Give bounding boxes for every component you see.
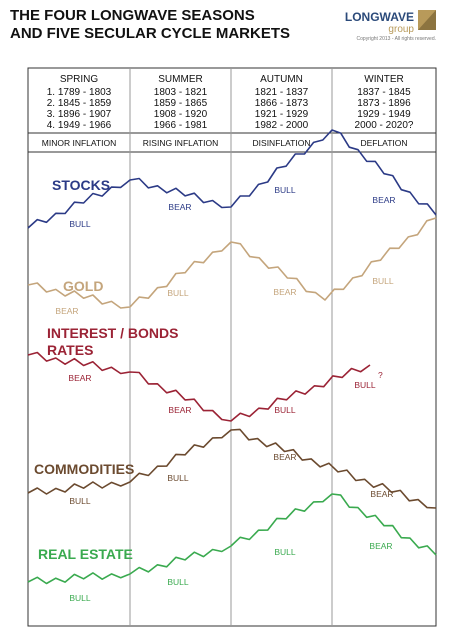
market-line bbox=[27, 129, 437, 229]
trend-label: BULL bbox=[167, 473, 189, 483]
market-line bbox=[27, 428, 437, 509]
season-period: 1866 - 1873 bbox=[255, 98, 309, 109]
trend-label: BEAR bbox=[369, 541, 392, 551]
trend-label: BEAR bbox=[273, 287, 296, 297]
season-theme: MINOR INFLATION bbox=[42, 138, 116, 148]
season-name: WINTER bbox=[364, 74, 403, 85]
trend-label: BEAR bbox=[372, 195, 395, 205]
season-period: 4. 1949 - 1966 bbox=[47, 120, 112, 131]
season-theme: DISINFLATION bbox=[253, 138, 311, 148]
season-period: 1908 - 1920 bbox=[154, 109, 208, 120]
market-name: REAL ESTATE bbox=[38, 546, 133, 562]
trend-label: BULL bbox=[274, 405, 296, 415]
logo-text: LONGWAVE bbox=[345, 10, 414, 24]
season-period: 1821 - 1837 bbox=[255, 87, 309, 98]
season-period: 1929 - 1949 bbox=[357, 109, 411, 120]
season-period: 1966 - 1981 bbox=[154, 120, 208, 131]
trend-label: BEAR bbox=[168, 202, 191, 212]
season-period: 1859 - 1865 bbox=[154, 98, 208, 109]
trend-label: BULL bbox=[354, 380, 376, 390]
market-name: INTEREST / BONDS bbox=[47, 325, 178, 341]
season-name: SUMMER bbox=[158, 74, 202, 85]
trend-label: BEAR bbox=[168, 405, 191, 415]
trend-label: BULL bbox=[167, 288, 189, 298]
market-name: COMMODITIES bbox=[34, 461, 134, 477]
trend-label: BULL bbox=[372, 276, 394, 286]
trend-label: BULL bbox=[69, 593, 91, 603]
trend-label: BEAR bbox=[273, 452, 296, 462]
title-line: AND FIVE SECULAR CYCLE MARKETS bbox=[10, 25, 290, 42]
season-name: SPRING bbox=[60, 74, 99, 85]
season-period: 2. 1845 - 1859 bbox=[47, 98, 112, 109]
logo-text: group bbox=[388, 24, 414, 35]
season-period: 1. 1789 - 1803 bbox=[47, 87, 112, 98]
season-period: 1982 - 2000 bbox=[255, 120, 309, 131]
logo-mark bbox=[418, 10, 436, 30]
trend-label: BULL bbox=[69, 219, 91, 229]
market-line bbox=[27, 351, 371, 422]
season-theme: RISING INFLATION bbox=[143, 138, 218, 148]
market-name: GOLD bbox=[63, 278, 103, 294]
market-line bbox=[27, 217, 437, 309]
season-theme: DEFLATION bbox=[360, 138, 407, 148]
season-period: 1837 - 1845 bbox=[357, 87, 411, 98]
copyright: Copyright 2013 - All rights reserved. bbox=[357, 36, 436, 42]
season-period: 3. 1896 - 1907 bbox=[47, 109, 112, 120]
market-line bbox=[27, 493, 437, 585]
title-line: THE FOUR LONGWAVE SEASONS bbox=[10, 7, 255, 24]
trend-note: ? bbox=[378, 370, 383, 380]
season-period: 1803 - 1821 bbox=[154, 87, 208, 98]
trend-label: BULL bbox=[274, 547, 296, 557]
market-name: RATES bbox=[47, 342, 93, 358]
table-frame bbox=[27, 67, 437, 627]
season-period: 2000 - 2020? bbox=[355, 120, 414, 131]
trend-label: BEAR bbox=[68, 373, 91, 383]
trend-label: BULL bbox=[274, 185, 296, 195]
trend-label: BULL bbox=[167, 577, 189, 587]
trend-label: BULL bbox=[69, 496, 91, 506]
season-period: 1873 - 1896 bbox=[357, 98, 411, 109]
season-name: AUTUMN bbox=[260, 74, 303, 85]
trend-label: BEAR bbox=[55, 306, 78, 316]
logo: LONGWAVE group Copyright 2013 - All righ… bbox=[345, 10, 436, 42]
market-name: STOCKS bbox=[52, 177, 110, 193]
trend-label: BEAR bbox=[370, 489, 393, 499]
frame bbox=[27, 67, 437, 627]
season-period: 1921 - 1929 bbox=[255, 109, 309, 120]
